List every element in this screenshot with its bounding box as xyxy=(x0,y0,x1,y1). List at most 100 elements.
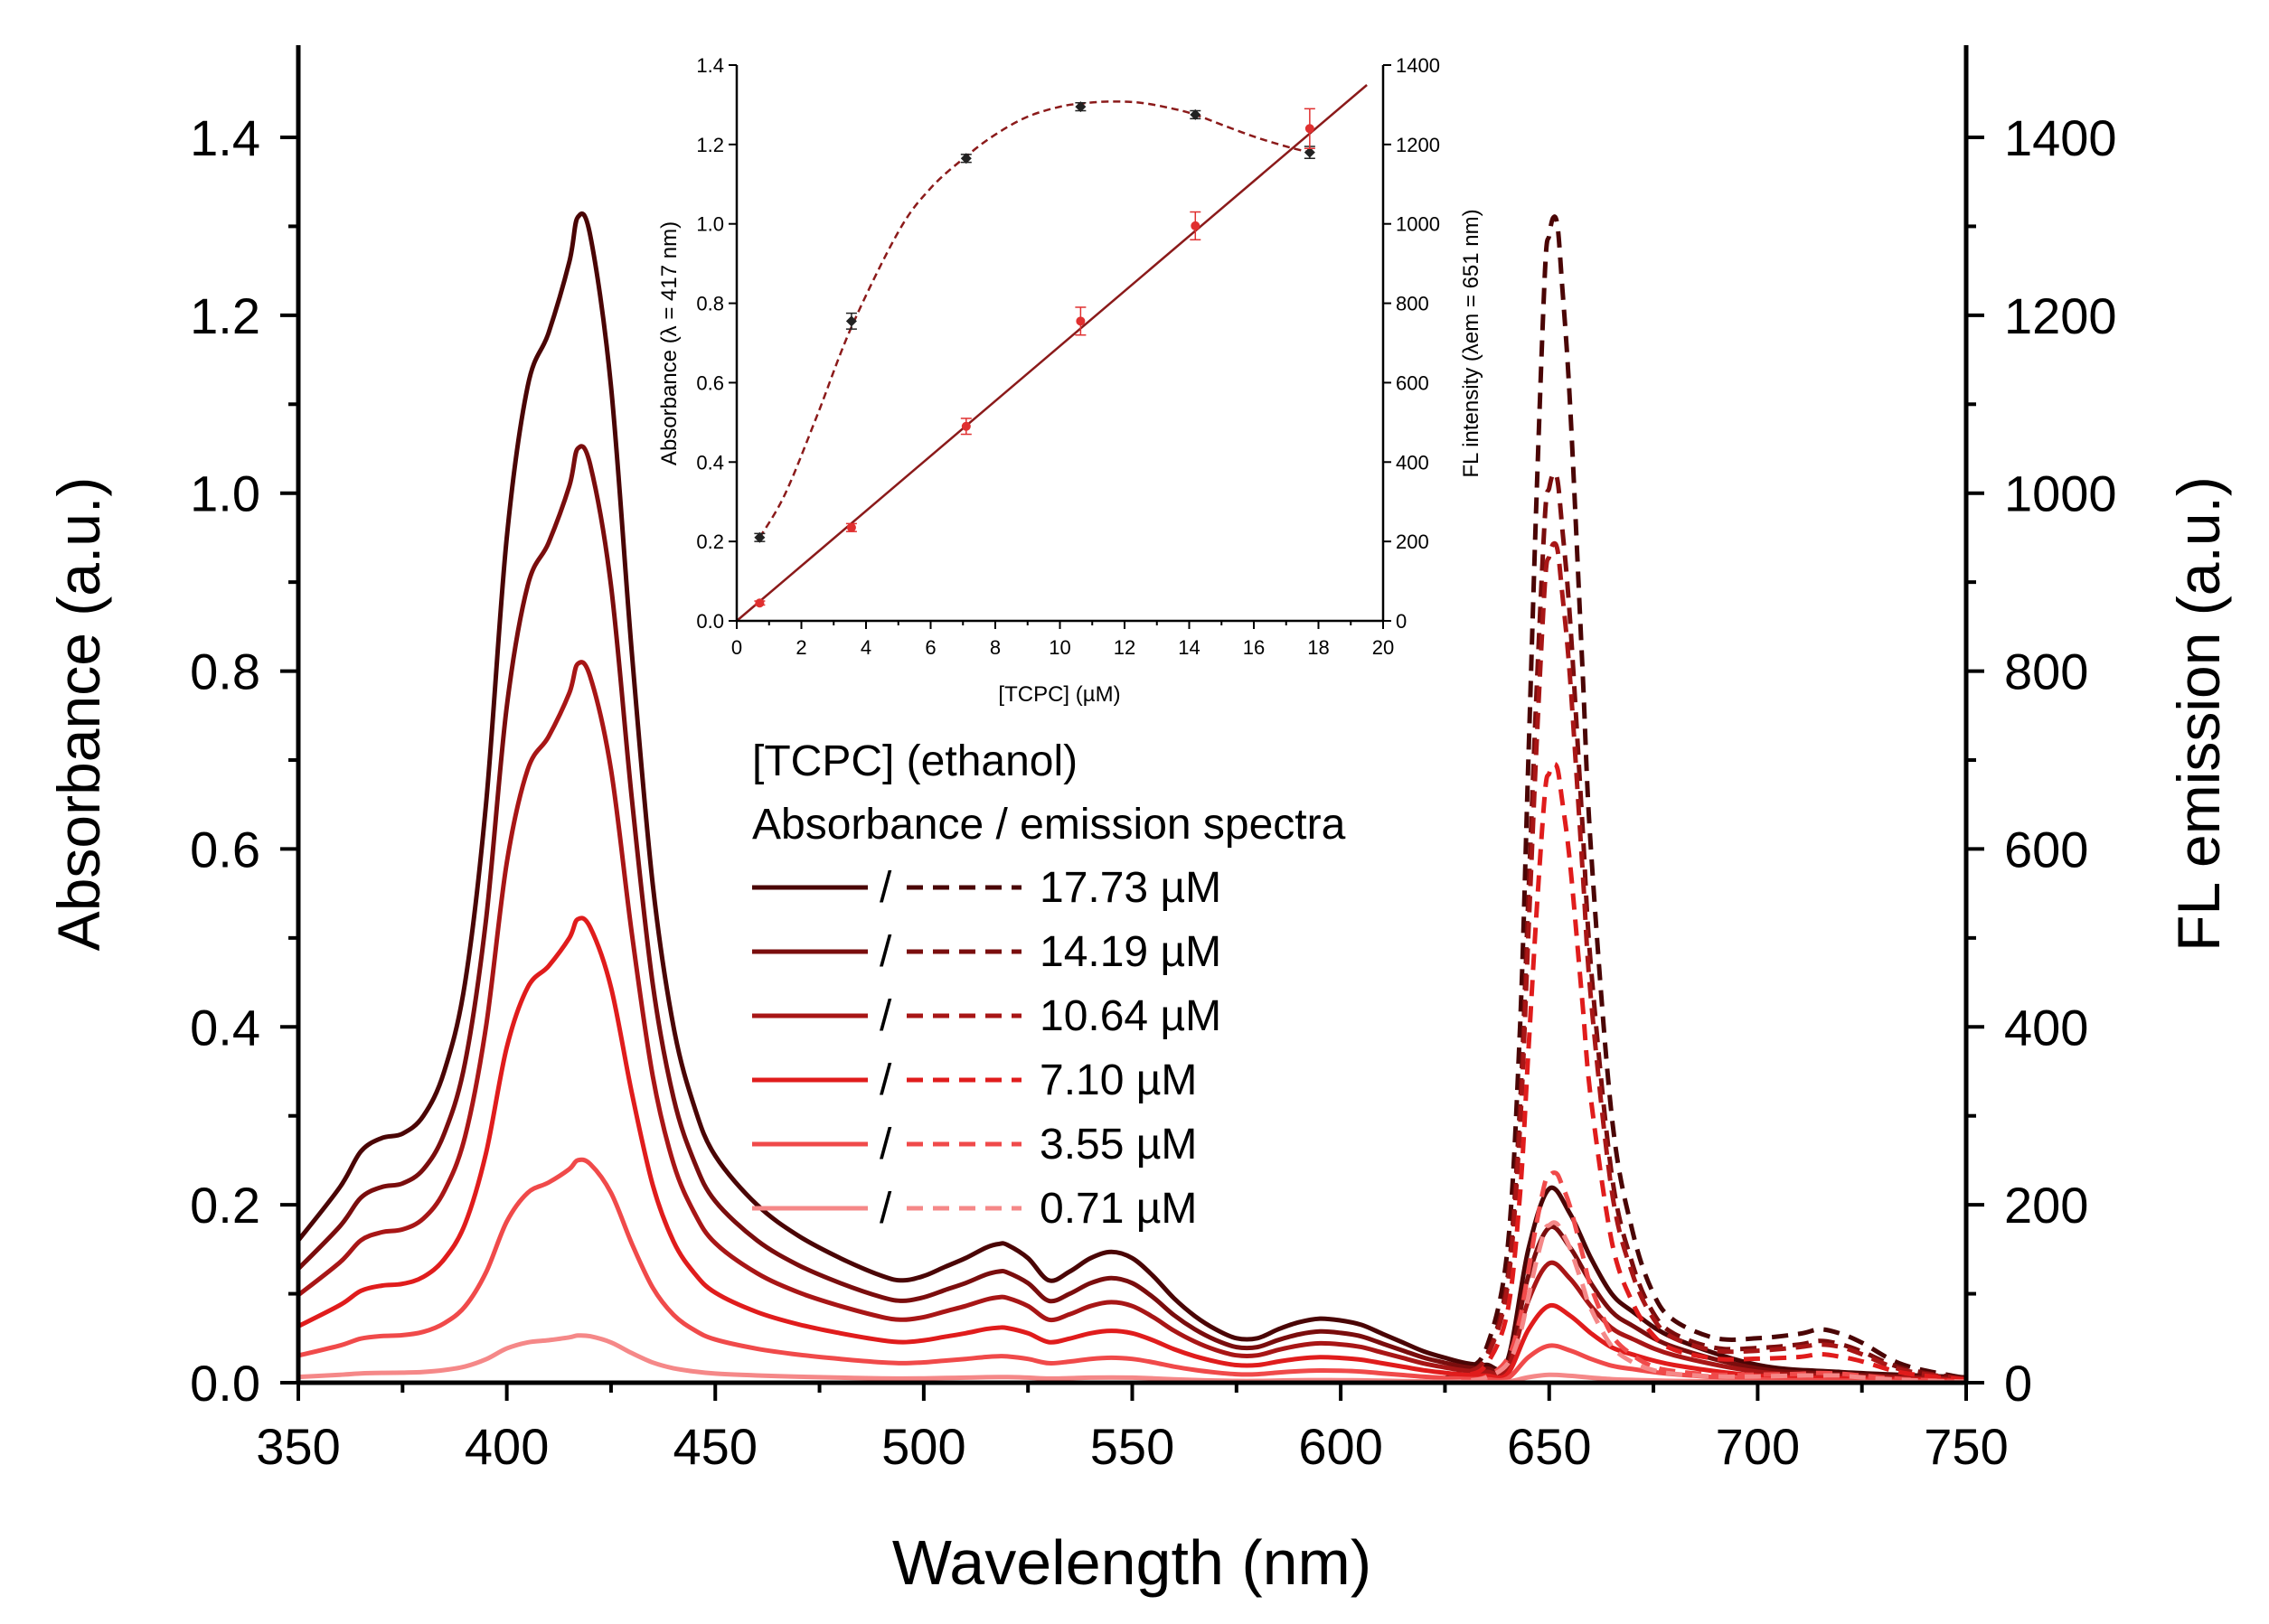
inset-x-tick-label: 0 xyxy=(731,636,742,659)
inset-point xyxy=(1075,306,1087,336)
legend-entry: / 0.71 µM xyxy=(752,1185,1197,1233)
inset-y2-tick-label: 1000 xyxy=(1396,213,1440,236)
x-tick-label: 750 xyxy=(1924,1418,2008,1475)
legend-entry-label: 10.64 µM xyxy=(1040,992,1221,1040)
y2-tick-label: 1400 xyxy=(2004,109,2117,166)
inset-point xyxy=(1190,211,1201,241)
inset-x-tick-label: 12 xyxy=(1114,636,1135,659)
y2-tick-label: 800 xyxy=(2004,643,2088,700)
y-tick-label: 0.2 xyxy=(190,1177,260,1234)
legend-separator: / xyxy=(880,864,892,912)
emission-series-0 xyxy=(1444,214,1967,1381)
emission-series-5 xyxy=(1445,1220,1967,1385)
y2-tick-label: 1000 xyxy=(2004,465,2117,522)
absorbance-series-0 xyxy=(297,211,1967,1380)
inset-x-tick-label: 6 xyxy=(925,636,936,659)
y-tick-label: 1.0 xyxy=(190,465,260,522)
inset-x-tick-label: 10 xyxy=(1049,636,1070,659)
inset-y2-tick-label: 1200 xyxy=(1396,134,1440,156)
inset-x-axis-label: [TCPC] (µM) xyxy=(998,682,1120,707)
x-tick-label: 550 xyxy=(1090,1418,1174,1475)
inset-x-tick-label: 14 xyxy=(1178,636,1200,659)
emission-series-2 xyxy=(1444,540,1967,1382)
legend-title-line2: Absorbance / emission spectra xyxy=(752,801,1346,849)
legend-entries: / 17.73 µM / 14.19 µM / 10.64 µM / 7.10 µM / 3.55… xyxy=(752,864,1221,1233)
y-tick-label: 1.4 xyxy=(190,109,260,166)
inset-fit-line-1 xyxy=(736,84,1368,622)
inset-point xyxy=(754,531,766,543)
inset-y2-tick-label: 1400 xyxy=(1396,54,1440,77)
legend-separator: / xyxy=(880,928,892,976)
main-plot-ticks: 350 400 450 500 550 600 650 700 7500.00.20.40.60… xyxy=(190,109,2116,1475)
legend-separator: / xyxy=(880,1056,892,1104)
circle-marker xyxy=(1076,316,1086,326)
diamond-marker xyxy=(960,153,972,164)
x-tick-label: 650 xyxy=(1507,1418,1591,1475)
inset-y-tick-label: 1.4 xyxy=(696,54,724,77)
circle-marker xyxy=(755,598,765,608)
inset-y2-tick-label: 800 xyxy=(1396,293,1429,315)
inset-fit-line-0 xyxy=(758,100,1311,539)
diamond-marker xyxy=(1304,146,1315,158)
y-tick-label: 0.8 xyxy=(190,643,260,700)
absorbance-series-1 xyxy=(297,444,1967,1381)
main-x-axis-label: Wavelength (nm) xyxy=(892,1527,1371,1598)
y-tick-label: 0.6 xyxy=(190,821,260,878)
x-tick-label: 500 xyxy=(881,1418,965,1475)
x-tick-label: 400 xyxy=(465,1418,549,1475)
inset-right-y-axis-label: FL intensity (λem = 651 nm) xyxy=(1459,209,1483,477)
emission-series-4 xyxy=(1445,1170,1967,1385)
inset-y-tick-label: 0.2 xyxy=(696,530,724,553)
inset-chart: 0 2 4 6 8 10 12 14 16 18 20 0.0 0.2 0.4 0.6 0.8 1.0 1.2 1.… xyxy=(657,54,1483,707)
circle-marker xyxy=(846,522,856,532)
absorbance-series-2 xyxy=(297,660,1967,1382)
inset-point xyxy=(754,598,766,608)
x-tick-label: 450 xyxy=(673,1418,758,1475)
inset-left-y-axis-label: Absorbance (λ = 417 nm) xyxy=(657,221,682,465)
x-tick-label: 350 xyxy=(256,1418,340,1475)
legend-separator: / xyxy=(880,992,892,1040)
inset-y-tick-label: 0.8 xyxy=(696,293,724,315)
inset-point xyxy=(1190,108,1201,120)
inset-y2-tick-label: 200 xyxy=(1396,530,1429,553)
absorbance-series-4 xyxy=(297,1157,1967,1385)
y-tick-label: 0.0 xyxy=(190,1355,260,1412)
inset-point xyxy=(960,418,972,436)
inset-point xyxy=(1304,108,1315,149)
legend-entry: / 17.73 µM xyxy=(752,864,1221,912)
diamond-marker xyxy=(754,531,766,543)
inset-y2-tick-label: 600 xyxy=(1396,371,1429,394)
diamond-marker xyxy=(1075,101,1087,113)
circle-marker xyxy=(1304,124,1314,134)
inset-x-tick-label: 16 xyxy=(1243,636,1265,659)
emission-series-3 xyxy=(1444,761,1967,1383)
legend-entry-label: 14.19 µM xyxy=(1040,928,1221,976)
inset-y-tick-label: 0.6 xyxy=(696,371,724,394)
inset-y2-tick-label: 0 xyxy=(1396,610,1407,633)
legend-title-line1: [TCPC] (ethanol) xyxy=(752,737,1078,785)
legend-entry: / 14.19 µM xyxy=(752,928,1221,976)
inset-y2-tick-label: 400 xyxy=(1396,451,1429,474)
circle-marker xyxy=(1191,221,1200,230)
inset-x-tick-label: 18 xyxy=(1307,636,1329,659)
legend-separator: / xyxy=(880,1121,892,1169)
inset-point xyxy=(845,522,857,532)
legend-entry-label: 7.10 µM xyxy=(1040,1056,1197,1104)
y-tick-label: 1.2 xyxy=(190,287,260,344)
main-plot-series xyxy=(297,211,1967,1385)
inset-y-tick-label: 1.0 xyxy=(696,213,724,236)
legend: [TCPC] (ethanol) Absorbance / emission s… xyxy=(752,737,1346,1233)
y2-tick-label: 200 xyxy=(2004,1177,2088,1234)
inset-y-tick-label: 0.4 xyxy=(696,451,724,474)
y2-tick-label: 1200 xyxy=(2004,287,2117,344)
main-right-y-axis-label: FL emission (a.u.) xyxy=(2165,476,2232,952)
inset-y-tick-label: 0.0 xyxy=(696,610,724,633)
diamond-marker xyxy=(1190,108,1201,120)
inset-x-tick-label: 2 xyxy=(796,636,806,659)
y-tick-label: 0.4 xyxy=(190,999,260,1056)
inset-point xyxy=(960,153,972,164)
legend-separator: / xyxy=(880,1185,892,1233)
y2-tick-label: 400 xyxy=(2004,999,2088,1056)
inset-ticks: 0 2 4 6 8 10 12 14 16 18 20 0.0 0.2 0.4 0.6 0.8 1.0 1.2 1.… xyxy=(696,54,1440,659)
